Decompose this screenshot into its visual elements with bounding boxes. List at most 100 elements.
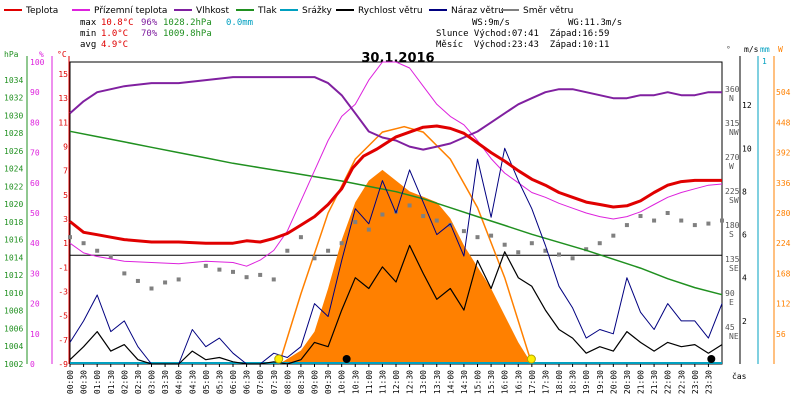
legend-label: Směr větru	[523, 6, 573, 16]
legend-item: Tlak	[236, 6, 278, 16]
wind-direction-point	[298, 235, 303, 240]
moonset-marker	[342, 355, 351, 363]
x-tick-label: 14:00	[446, 370, 455, 394]
wind-dir-compass-label: SE	[729, 264, 739, 273]
temperature-tick-label: 1	[63, 239, 68, 248]
legend-label: Teplota	[25, 6, 58, 16]
x-tick-label: 19:30	[596, 370, 605, 394]
temperature-tick-label: 15	[58, 70, 68, 79]
x-tick-label: 05:00	[202, 370, 211, 394]
x-tick-label: 10:00	[338, 370, 347, 394]
solar-tick-label: 112	[776, 300, 791, 309]
x-tick-label: 23:00	[691, 370, 700, 394]
stat-min-hum: 70%	[141, 29, 158, 39]
wind-direction-point	[353, 220, 358, 225]
x-axis-label: čas	[732, 371, 747, 381]
legend-item: Náraz větru	[429, 6, 504, 16]
x-tick-label: 03:30	[161, 370, 170, 394]
stat-max-press: 1028.2hPa	[163, 18, 212, 28]
unit-degc: °C	[57, 50, 67, 59]
pressure-tick-label: 1006	[4, 324, 23, 333]
pressure-tick-label: 1026	[4, 147, 23, 156]
x-tick-label: 21:30	[650, 370, 659, 394]
wind-gust-stat: WG:11.3m/s	[568, 18, 622, 28]
temperature-line	[69, 124, 722, 245]
humidity-tick-label: 60	[30, 179, 40, 188]
chart-legend: Teplota Přízemní teplota Vlhkost Tlak Srážky…	[4, 6, 573, 16]
stat-avg-label: avg	[80, 40, 96, 50]
legend-label: Vlhkost	[196, 6, 229, 16]
legend-item: Směr větru	[501, 6, 573, 16]
stats-block: max 10.8°C 96% 1028.2hPa 0.0mm min 1.0°C…	[80, 18, 253, 50]
wind-dir-tick-label: 135	[725, 255, 740, 264]
pressure-tick-label: 1034	[4, 76, 23, 85]
wind-direction-point	[584, 247, 589, 252]
x-tick-label: 05:30	[215, 370, 224, 394]
wind-speed-line	[69, 244, 723, 365]
stat-max-label: max	[80, 18, 97, 28]
x-tick-label: 23:30	[704, 370, 713, 394]
solar-tick-label: 168	[776, 269, 791, 278]
wind-dir-compass-label: NW	[729, 128, 739, 137]
wind-direction-point	[122, 271, 127, 276]
temperature-tick-label: -3	[58, 288, 68, 297]
x-tick-label: 00:00	[66, 370, 75, 394]
wind-direction-point	[502, 242, 507, 247]
sun-moon-info: WS:9m/s WG:11.3m/s Slunce Východ:07:41 Z…	[436, 18, 622, 50]
x-tick-label: 13:30	[433, 370, 442, 394]
ground-temperature-line	[69, 61, 723, 267]
x-tick-label: 13:00	[419, 370, 428, 394]
wind-speed-tick-label: 4	[742, 274, 747, 283]
x-tick-label: 12:00	[392, 370, 401, 394]
temperature-tick-label: -7	[58, 336, 68, 345]
wind-dir-tick-label: 360	[725, 85, 740, 94]
humidity-tick-label: 70	[30, 149, 40, 158]
stat-avg-temp: 4.9°C	[101, 40, 128, 50]
sunrise-marker	[274, 354, 284, 364]
stat-min-temp: 1.0°C	[101, 29, 128, 39]
x-tick-label: 17:30	[541, 370, 550, 394]
wind-direction-point	[679, 218, 684, 223]
wind-speed-stat: WS:9m/s	[472, 18, 510, 28]
solar-tick-label: 224	[776, 239, 791, 248]
wind-direction-point	[665, 211, 670, 215]
wind-direction-point	[557, 252, 561, 257]
legend-label: Tlak	[257, 6, 278, 16]
legend-item: Srážky	[280, 6, 333, 16]
x-tick-label: 12:30	[406, 370, 415, 394]
legend-label: Přízemní teplota	[94, 6, 167, 16]
solar-tick-label: 280	[776, 209, 791, 218]
wind-direction-point	[258, 272, 263, 277]
x-tick-label: 16:30	[514, 370, 523, 394]
x-tick-label: 20:00	[609, 370, 618, 394]
wind-direction-point	[434, 218, 439, 223]
solar-tick-label: 336	[776, 179, 791, 188]
wind-direction-point	[638, 214, 643, 219]
x-tick-label: 10:30	[351, 370, 360, 394]
pressure-tick-label: 1014	[4, 253, 23, 262]
wind-direction-point	[135, 278, 140, 283]
x-tick-label: 11:00	[365, 370, 374, 394]
wind-direction-point	[231, 269, 235, 274]
x-tick-label: 06:30	[243, 370, 252, 394]
wind-direction-point	[285, 248, 290, 253]
humidity-tick-label: 50	[30, 209, 40, 218]
pressure-tick-label: 1022	[4, 182, 23, 191]
axes-group: 1034103210301028102610241022102010181016…	[4, 56, 791, 394]
stat-min-press: 1009.8hPa	[163, 29, 212, 39]
pressure-tick-label: 1028	[4, 129, 23, 138]
humidity-tick-label: 0	[30, 360, 35, 369]
pressure-tick-label: 1010	[4, 289, 23, 298]
legend-item: Rychlost větru	[336, 6, 423, 16]
wind-dir-compass-label: N	[729, 94, 734, 103]
x-tick-label: 20:30	[623, 370, 632, 394]
temperature-tick-label: 7	[63, 167, 68, 176]
unit-pct: %	[39, 50, 44, 59]
wind-direction-point	[380, 212, 385, 217]
wind-dir-compass-label: NE	[729, 332, 739, 341]
stat-max-rain: 0.0mm	[226, 18, 253, 28]
legend-label: Náraz větru	[451, 6, 504, 16]
wind-direction-point	[68, 235, 72, 240]
